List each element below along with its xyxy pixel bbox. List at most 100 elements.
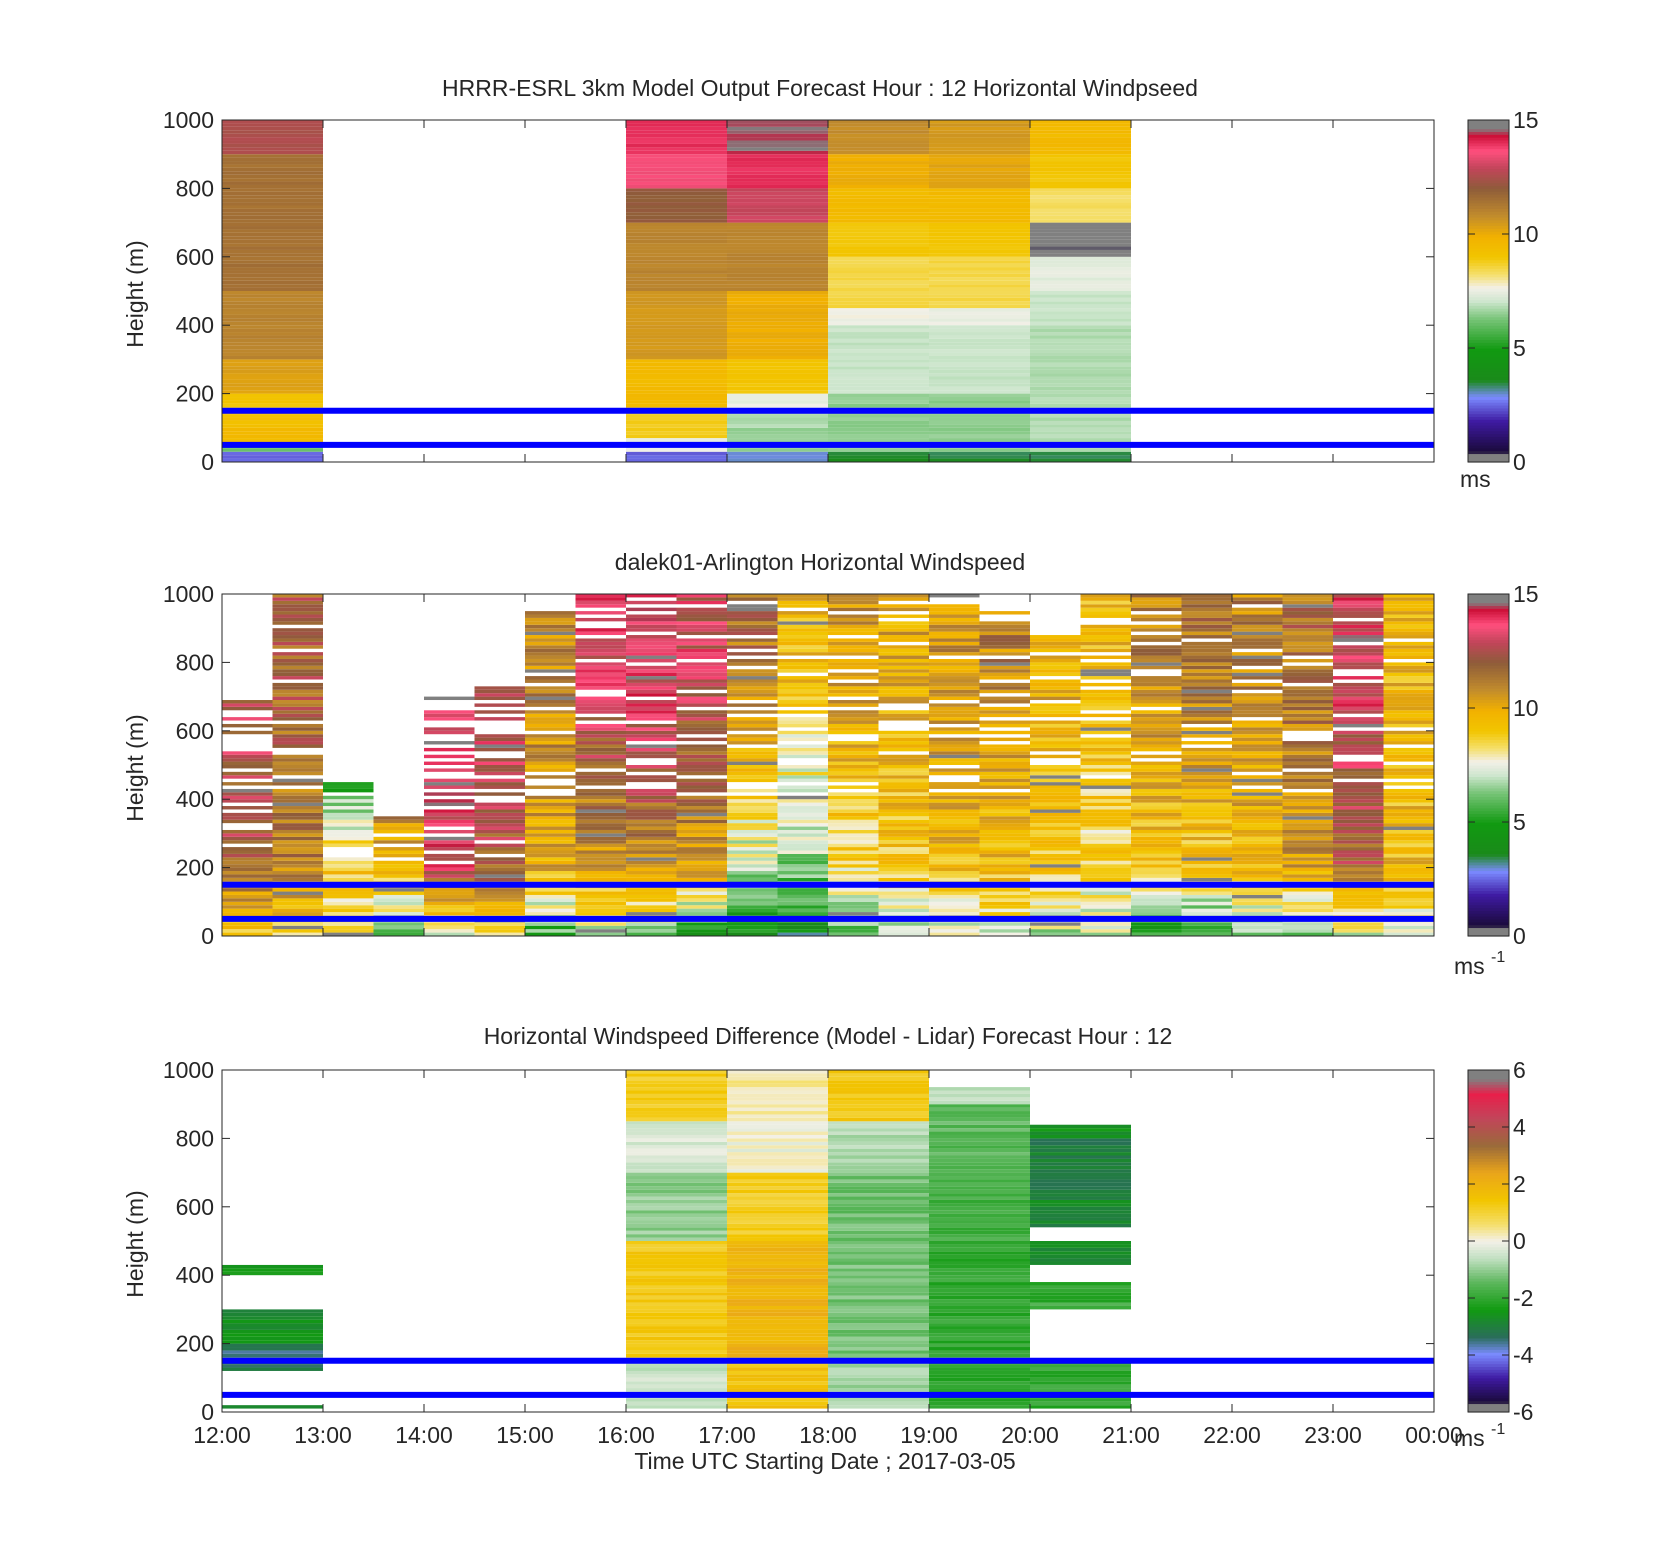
heatmap-cell: [1030, 1199, 1131, 1204]
heatmap-cell: [626, 143, 727, 148]
x-tick-label: 13:00: [294, 1422, 352, 1448]
heatmap-cell: [878, 850, 929, 854]
heatmap-cell: [626, 1230, 727, 1235]
heatmap-cell: [1030, 1258, 1131, 1262]
heatmap-cell: [222, 332, 323, 336]
heatmap-cell: [828, 1350, 929, 1354]
heatmap-cell: [929, 1302, 1030, 1306]
heatmap-cell: [1181, 775, 1232, 779]
heatmap-cell: [626, 403, 727, 408]
heatmap-cell: [777, 720, 828, 724]
heatmap-cell: [1080, 594, 1131, 598]
heatmap-cell: [1232, 652, 1283, 656]
heatmap-cell: [323, 877, 374, 882]
heatmap-cell: [626, 414, 727, 418]
heatmap-cell: [474, 741, 525, 745]
heatmap-cell: [1030, 847, 1081, 851]
heatmap-cell: [727, 253, 828, 257]
y-tick-label: 800: [176, 175, 214, 201]
heatmap-cell: [828, 1299, 929, 1303]
heatmap-cell: [777, 617, 828, 622]
heatmap-cell: [1232, 672, 1283, 677]
heatmap-cell: [222, 925, 273, 930]
heatmap-cell: [777, 860, 828, 865]
heatmap-cell: [1232, 925, 1283, 930]
colorbar-segment: [1468, 236, 1509, 241]
heatmap-cell: [878, 840, 929, 844]
heatmap-cell: [828, 219, 929, 223]
heatmap-cell: [777, 751, 828, 755]
heatmap-cell: [1383, 594, 1434, 598]
heatmap-cell: [828, 932, 879, 936]
heatmap-cell: [1030, 1134, 1131, 1139]
heatmap-cell: [878, 826, 929, 830]
heatmap-cell: [323, 860, 374, 865]
heatmap-cell: [1181, 765, 1232, 769]
x-tick-label: 19:00: [900, 1422, 958, 1448]
heatmap-cell: [1333, 761, 1384, 765]
heatmap-cell: [525, 723, 576, 728]
heatmap-cell: [1131, 723, 1182, 728]
colorbar-segment: [1468, 182, 1509, 187]
heatmap-cell: [1232, 682, 1283, 687]
heatmap-cell: [1383, 874, 1434, 878]
heatmap-cell: [727, 1384, 828, 1389]
heatmap-cell: [626, 617, 677, 622]
heatmap-cell: [979, 713, 1030, 718]
heatmap-cell: [474, 734, 525, 738]
heatmap-cell: [626, 682, 677, 687]
heatmap-cell: [777, 898, 828, 902]
heatmap-cell: [626, 232, 727, 237]
colorbar-segment: [1468, 770, 1509, 775]
heatmap-cell: [1232, 621, 1283, 625]
heatmap-cell: [828, 898, 879, 902]
heatmap-cell: [1333, 802, 1384, 807]
heatmap-cell: [727, 611, 778, 615]
heatmap-cell: [979, 867, 1030, 872]
heatmap-cell: [828, 689, 879, 694]
colorbar-segment: [1468, 1340, 1509, 1345]
heatmap-cell: [828, 270, 929, 274]
heatmap-cell: [777, 665, 828, 670]
heatmap-cell: [828, 1261, 929, 1265]
heatmap-cell: [828, 1220, 929, 1224]
heatmap-cell: [929, 1087, 1030, 1091]
heatmap-cell: [1282, 631, 1333, 636]
colorbar-segment: [1468, 913, 1509, 917]
heatmap-cell: [272, 829, 323, 834]
y-tick-label: 600: [176, 1194, 214, 1220]
heatmap-cell: [929, 1374, 1030, 1378]
heatmap-cell: [626, 1210, 727, 1214]
heatmap-cell: [1030, 1128, 1131, 1132]
heatmap-cell: [222, 373, 323, 377]
heatmap-cell: [575, 741, 626, 745]
heatmap-cell: [626, 1241, 727, 1245]
heatmap-cell: [1131, 908, 1182, 913]
heatmap-cell: [575, 734, 626, 738]
heatmap-cell: [272, 816, 323, 820]
heatmap-cell: [1131, 638, 1182, 642]
heatmap-cell: [929, 1347, 1030, 1351]
heatmap-cell: [828, 1398, 929, 1402]
heatmap-cell: [1333, 888, 1384, 892]
heatmap-cell: [1383, 905, 1434, 909]
heatmap-cell: [979, 809, 1030, 813]
heatmap-cell: [727, 184, 828, 189]
heatmap-cell: [525, 857, 576, 861]
heatmap-cell: [878, 648, 929, 653]
heatmap-cell: [626, 1326, 727, 1330]
heatmap-cell: [727, 843, 778, 848]
heatmap-cell: [1030, 638, 1081, 642]
heatmap-cell: [676, 812, 727, 817]
heatmap-cell: [1232, 877, 1283, 882]
heatmap-cell: [1282, 700, 1333, 704]
heatmap-cell: [727, 167, 828, 172]
heatmap-cell: [474, 816, 525, 820]
heatmap-cell: [929, 751, 980, 755]
heatmap-cell: [929, 1309, 1030, 1313]
heatmap-cell: [222, 706, 273, 711]
heatmap-cell: [727, 424, 828, 428]
colorbar-segment: [1468, 819, 1509, 823]
heatmap-cell: [1030, 205, 1131, 209]
heatmap-cell: [727, 123, 828, 127]
